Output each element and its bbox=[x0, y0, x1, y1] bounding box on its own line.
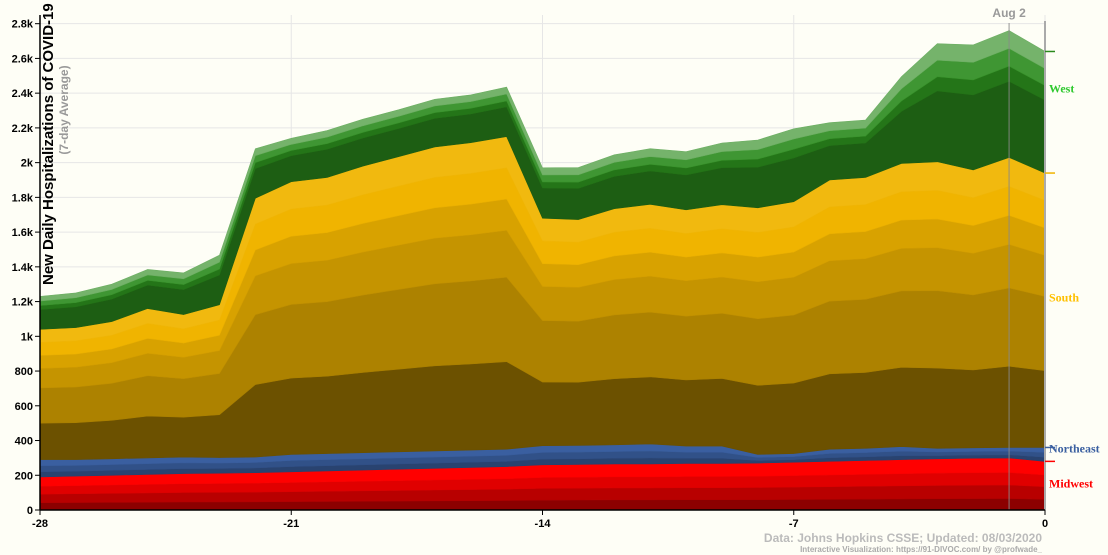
y-tick-label: 800 bbox=[15, 366, 33, 378]
x-tick-label: -28 bbox=[32, 518, 48, 530]
region-label-west: West bbox=[1049, 81, 1074, 95]
y-tick-label: 1.4k bbox=[12, 262, 34, 274]
x-tick-label: -14 bbox=[535, 518, 552, 530]
x-tick-label: -21 bbox=[283, 518, 299, 530]
visualization-credit: Interactive Visualization: https://91-DI… bbox=[800, 545, 1042, 554]
y-axis-label: New Daily Hospitalizations of COVID-19 bbox=[40, 3, 57, 285]
axes: 0 200 400 600 800 1k 1.2k 1.4k 1.6k 1.8k 2k 2.2k 2.4… bbox=[12, 15, 1048, 530]
y-tick-label: 1.6k bbox=[12, 227, 34, 239]
region-label-midwest: Midwest bbox=[1049, 477, 1093, 491]
region-label-northeast: Northeast bbox=[1049, 441, 1100, 455]
y-tick-label: 600 bbox=[15, 401, 33, 413]
y-tick-label: 2.4k bbox=[12, 88, 34, 100]
y-tick-label: 1.2k bbox=[12, 297, 34, 309]
y-tick-label: 200 bbox=[15, 470, 33, 482]
y-tick-label: 2.2k bbox=[12, 123, 34, 135]
y-tick-label: 0 bbox=[27, 505, 33, 517]
region-label-south: South bbox=[1049, 290, 1079, 304]
y-tick-label: 400 bbox=[15, 436, 33, 448]
x-tick-label: 0 bbox=[1042, 518, 1048, 530]
x-tick-label: -7 bbox=[789, 518, 799, 530]
stacked-areas bbox=[39, 30, 1046, 511]
y-axis-sublabel: (7-day Average) bbox=[57, 65, 71, 154]
y-tick-label: 2.6k bbox=[12, 53, 34, 65]
y-tick-label: 1.8k bbox=[12, 192, 34, 204]
region-labels: West South Northeast Midwest bbox=[1045, 50, 1100, 491]
y-tick-label: 2k bbox=[21, 158, 34, 170]
y-tick-label: 2.8k bbox=[12, 19, 34, 31]
data-source-credit: Data: Johns Hopkins CSSE; Updated: 08/03… bbox=[763, 531, 1042, 545]
hover-date-label: Aug 2 bbox=[992, 6, 1026, 20]
hover-indicator: Aug 2 bbox=[992, 6, 1046, 510]
y-tick-label: 1k bbox=[21, 331, 34, 343]
